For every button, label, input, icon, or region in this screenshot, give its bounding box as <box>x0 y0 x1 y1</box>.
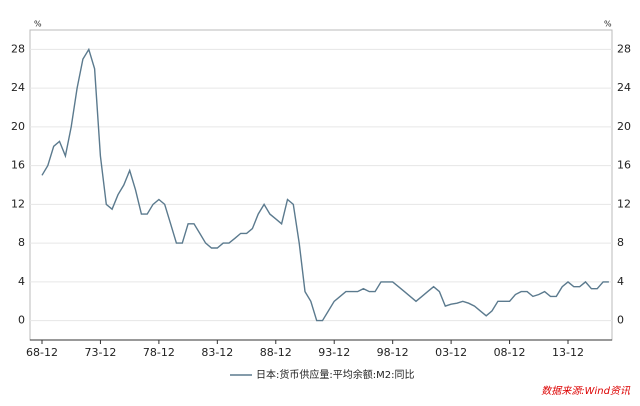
y-unit: % <box>34 20 42 29</box>
x-tick-label: 78-12 <box>143 346 175 359</box>
x-tick-label: 93-12 <box>318 346 350 359</box>
y2-tick-label: 16 <box>617 159 631 172</box>
y-tick-label: 16 <box>11 159 25 172</box>
x-tick-label: 73-12 <box>84 346 116 359</box>
y-tick-label: 24 <box>11 81 25 94</box>
y-tick-label: 0 <box>18 314 25 327</box>
x-tick-label: 88-12 <box>260 346 292 359</box>
y2-tick-label: 24 <box>617 81 631 94</box>
plot-frame <box>29 29 613 341</box>
legend-label: 日本:货币供应量:平均余额:M2:同比 <box>256 368 414 381</box>
x-tick-label: 03-12 <box>435 346 467 359</box>
y2-tick-label: 0 <box>617 314 624 327</box>
x-tick-label: 83-12 <box>201 346 233 359</box>
x-tick-label: 08-12 <box>494 346 526 359</box>
y2-tick-label: 4 <box>617 275 624 288</box>
line <box>41 47 609 322</box>
y-tick-label: 12 <box>11 197 25 210</box>
y-tick-label: 4 <box>18 275 25 288</box>
x-tick-label: 68-12 <box>26 346 58 359</box>
y2-unit: % <box>604 20 612 29</box>
y2-tick-label: 28 <box>617 42 631 55</box>
y-tick-label: 20 <box>11 120 25 133</box>
x-tick-label: 13-12 <box>552 346 584 359</box>
y2-tick-label: 12 <box>617 197 631 210</box>
y2-tick-label: 8 <box>617 236 624 249</box>
y-tick-label: 28 <box>11 42 25 55</box>
y2-tick-label: 20 <box>617 120 631 133</box>
x-tick-label: 98-12 <box>377 346 409 359</box>
y-tick-label: 8 <box>18 236 25 249</box>
source: 数据来源:Wind资讯 <box>541 385 631 397</box>
